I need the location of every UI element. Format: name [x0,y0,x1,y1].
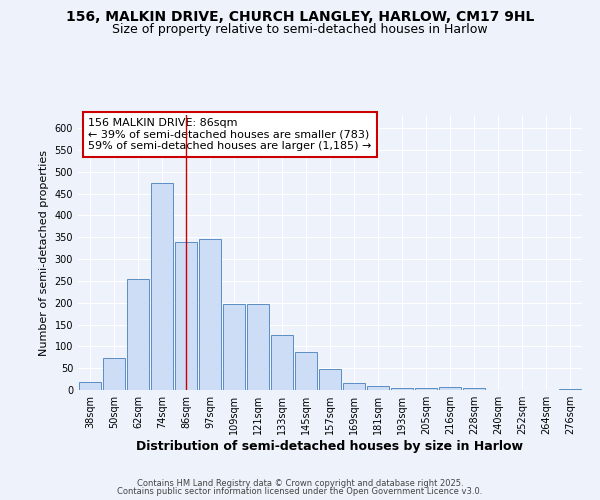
Bar [247,304,269,390]
Bar [319,370,341,390]
Bar [463,388,485,390]
Bar [79,382,101,390]
Text: Contains HM Land Registry data © Crown copyright and database right 2025.: Contains HM Land Registry data © Crown c… [137,478,463,488]
Y-axis label: Number of semi-detached properties: Number of semi-detached properties [39,150,49,356]
Bar [199,238,221,390]
Bar [151,182,173,390]
Bar [559,389,581,390]
Bar [175,242,197,390]
X-axis label: Distribution of semi-detached houses by size in Harlow: Distribution of semi-detached houses by … [137,440,523,453]
Bar [103,358,125,390]
Bar [439,386,461,390]
Bar [223,304,245,390]
Bar [271,334,293,390]
Bar [391,388,413,390]
Bar [127,278,149,390]
Text: Contains public sector information licensed under the Open Government Licence v3: Contains public sector information licen… [118,487,482,496]
Bar [415,388,437,390]
Text: 156 MALKIN DRIVE: 86sqm
← 39% of semi-detached houses are smaller (783)
59% of s: 156 MALKIN DRIVE: 86sqm ← 39% of semi-de… [88,118,371,151]
Bar [295,352,317,390]
Bar [367,386,389,390]
Text: 156, MALKIN DRIVE, CHURCH LANGLEY, HARLOW, CM17 9HL: 156, MALKIN DRIVE, CHURCH LANGLEY, HARLO… [66,10,534,24]
Bar [343,383,365,390]
Text: Size of property relative to semi-detached houses in Harlow: Size of property relative to semi-detach… [112,22,488,36]
